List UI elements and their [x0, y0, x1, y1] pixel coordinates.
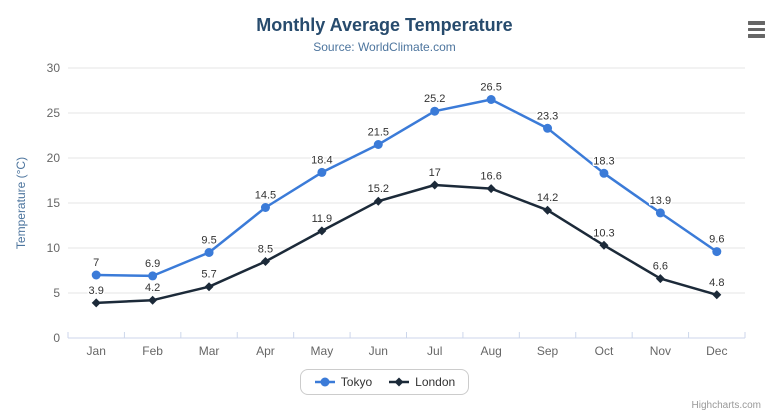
london-legend-marker-icon [389, 377, 410, 387]
data-label-tokyo-8: 23.3 [537, 110, 558, 122]
data-label-london-10: 6.6 [653, 261, 668, 273]
marker-london-4[interactable] [317, 226, 327, 236]
data-label-london-7: 16.6 [480, 171, 501, 183]
data-label-tokyo-6: 25.2 [424, 93, 445, 105]
x-axis-label-jan: Jan [87, 344, 106, 358]
marker-tokyo-3[interactable] [260, 203, 270, 212]
chart-subtitle: Source: WorldClimate.com [313, 40, 456, 54]
marker-london-9[interactable] [599, 240, 609, 250]
data-label-tokyo-1: 6.9 [145, 258, 160, 270]
y-axis-label: 0 [53, 331, 60, 345]
y-axis-label: 30 [47, 61, 61, 75]
data-label-london-8: 14.2 [537, 192, 558, 204]
y-axis-title: Temperature (°C) [14, 157, 28, 249]
marker-tokyo-2[interactable] [204, 248, 214, 257]
legend-label-london: London [415, 375, 456, 389]
data-label-tokyo-9: 18.3 [593, 155, 614, 167]
marker-london-6[interactable] [430, 180, 440, 190]
data-label-tokyo-10: 13.9 [650, 195, 671, 207]
y-axis-label: 25 [47, 106, 61, 120]
x-axis-label-dec: Dec [706, 344, 727, 358]
marker-london-7[interactable] [486, 184, 496, 194]
x-axis-label-sep: Sep [537, 344, 559, 358]
x-axis-label-jul: Jul [427, 344, 442, 358]
series-line-london[interactable] [96, 183, 718, 305]
x-axis-label-feb: Feb [142, 344, 163, 358]
x-axis-label-may: May [311, 344, 334, 358]
marker-london-8[interactable] [543, 205, 553, 215]
data-label-london-1: 4.2 [145, 282, 160, 294]
marker-tokyo-1[interactable] [148, 271, 158, 281]
marker-tokyo-7[interactable] [486, 95, 496, 104]
x-axis-label-jun: Jun [369, 344, 388, 358]
data-label-london-4: 11.9 [312, 213, 333, 225]
data-label-tokyo-5: 21.5 [368, 127, 389, 139]
marker-london-11[interactable] [712, 290, 722, 300]
x-axis-label-nov: Nov [650, 344, 671, 358]
legend-box: Tokyo London [299, 369, 470, 395]
data-label-tokyo-0: 7 [93, 257, 99, 269]
data-label-london-0: 3.9 [89, 285, 104, 297]
marker-london-5[interactable] [373, 196, 383, 206]
data-label-tokyo-7: 26.5 [480, 82, 501, 94]
y-axis-label: 5 [53, 286, 60, 300]
marker-tokyo-6[interactable] [430, 106, 440, 116]
data-label-london-6: 17 [429, 167, 441, 179]
data-label-london-9: 10.3 [593, 227, 614, 239]
series-line-tokyo[interactable] [96, 98, 718, 278]
data-label-london-2: 5.7 [201, 269, 216, 281]
y-axis-label: 10 [47, 241, 61, 255]
data-label-tokyo-3: 14.5 [255, 190, 276, 202]
marker-tokyo-5[interactable] [373, 140, 383, 149]
x-axis-label-aug: Aug [480, 344, 501, 358]
marker-london-1[interactable] [148, 295, 158, 305]
data-label-london-3: 8.5 [258, 244, 273, 256]
marker-tokyo-10[interactable] [655, 208, 665, 218]
data-label-london-5: 15.2 [368, 183, 389, 195]
data-label-tokyo-11: 9.6 [709, 234, 724, 246]
x-axis-label-mar: Mar [199, 344, 220, 358]
marker-london-0[interactable] [91, 298, 101, 308]
chart-title: Monthly Average Temperature [256, 15, 513, 35]
marker-tokyo-8[interactable] [543, 123, 553, 133]
data-label-london-11: 4.8 [709, 277, 724, 289]
marker-london-3[interactable] [260, 257, 270, 266]
x-axis-label-oct: Oct [595, 344, 614, 358]
legend-item-london[interactable]: London [388, 375, 455, 389]
y-axis-label: 20 [47, 151, 61, 165]
y-axis-label: 15 [47, 196, 61, 210]
data-label-tokyo-4: 18.4 [311, 154, 332, 166]
marker-tokyo-4[interactable] [317, 167, 327, 177]
highcharts-credits-link[interactable]: Highcharts.com [691, 400, 761, 411]
tokyo-legend-marker-icon [314, 377, 335, 387]
data-label-tokyo-2: 9.5 [201, 235, 216, 247]
marker-london-2[interactable] [204, 282, 214, 292]
marker-tokyo-11[interactable] [712, 247, 722, 257]
marker-london-10[interactable] [655, 274, 665, 284]
x-axis-label-apr: Apr [256, 344, 275, 358]
legend-item-tokyo[interactable]: Tokyo [314, 375, 372, 389]
marker-tokyo-9[interactable] [599, 168, 609, 178]
legend-label-tokyo: Tokyo [340, 375, 373, 389]
legend: Tokyo London [0, 369, 769, 395]
hamburger-menu-icon[interactable] [748, 21, 765, 38]
marker-tokyo-0[interactable] [91, 270, 101, 280]
